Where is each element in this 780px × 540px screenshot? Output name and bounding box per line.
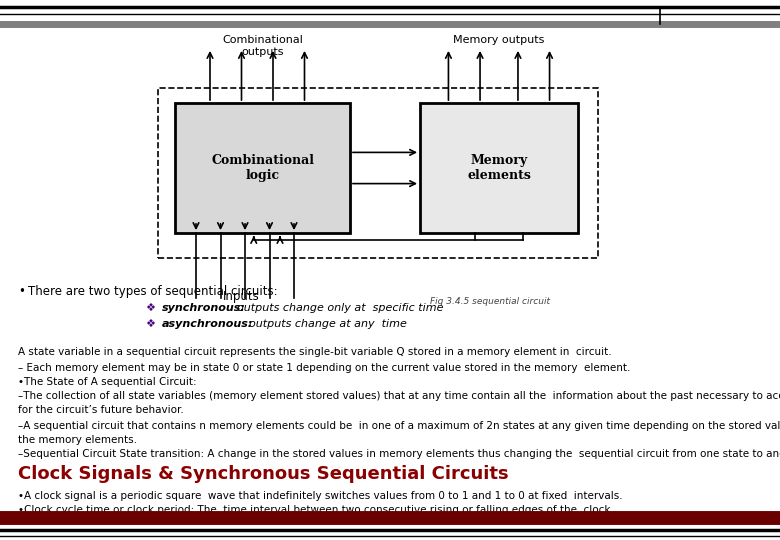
Bar xyxy=(420,103,578,233)
Text: ❖: ❖ xyxy=(145,303,155,313)
Text: A state variable in a sequential circuit represents the single-bit variable Q st: A state variable in a sequential circuit… xyxy=(18,347,612,357)
Text: outputs change only at  specific time: outputs change only at specific time xyxy=(230,303,444,313)
Text: Clock Signals & Synchronous Sequential Circuits: Clock Signals & Synchronous Sequential C… xyxy=(18,465,509,483)
Text: synchronous:: synchronous: xyxy=(162,303,246,313)
Text: •A clock signal is a periodic square  wave that indefinitely switches values fro: •A clock signal is a periodic square wav… xyxy=(18,491,622,501)
Bar xyxy=(158,88,598,258)
Text: •The State of A sequential Circuit:: •The State of A sequential Circuit: xyxy=(18,377,197,387)
Text: –The collection of all state variables (memory element stored values) that at an: –The collection of all state variables (… xyxy=(18,391,780,401)
Text: Memory
elements: Memory elements xyxy=(467,154,531,182)
Text: Combinational
outputs: Combinational outputs xyxy=(222,35,303,57)
Text: •Clock cycle time or clock period: The  time interval between two consecutive ri: •Clock cycle time or clock period: The t… xyxy=(18,505,614,515)
Text: Inputs: Inputs xyxy=(223,290,260,303)
Text: There are two types of sequential circuits:: There are two types of sequential circui… xyxy=(28,285,278,298)
Text: Fig 3.4.5 sequential circuit: Fig 3.4.5 sequential circuit xyxy=(430,297,550,306)
Text: –A sequential circuit that contains n memory elements could be  in one of a maxi: –A sequential circuit that contains n me… xyxy=(18,421,780,431)
Text: ❖: ❖ xyxy=(145,319,155,329)
Text: asynchronous:: asynchronous: xyxy=(162,319,254,329)
Text: the memory elements.: the memory elements. xyxy=(18,435,137,445)
Text: – Each memory element may be in state 0 or state 1 depending on the current valu: – Each memory element may be in state 0 … xyxy=(18,363,630,373)
Text: Combinational
logic: Combinational logic xyxy=(211,154,314,182)
Text: for the circuit’s future behavior.: for the circuit’s future behavior. xyxy=(18,405,184,415)
Text: outputs change at any  time: outputs change at any time xyxy=(242,319,407,329)
Text: Memory outputs: Memory outputs xyxy=(453,35,544,45)
Bar xyxy=(175,103,350,233)
Text: –Sequential Circuit State transition: A change in the stored values in memory el: –Sequential Circuit State transition: A … xyxy=(18,449,780,459)
Text: •: • xyxy=(18,285,25,298)
